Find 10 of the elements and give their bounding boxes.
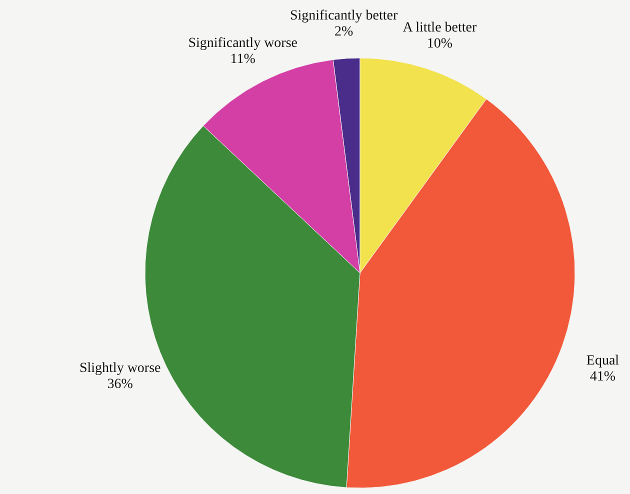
data-label: 36% (107, 376, 134, 392)
data-label: 11% (230, 52, 256, 68)
slice-label: Slightly worse (79, 360, 161, 376)
slice-label: Equal (586, 353, 620, 368)
data-label: 41% (590, 369, 616, 384)
data-label: 10% (426, 36, 453, 52)
slice-label: Significantly worse (188, 36, 298, 52)
slice-label: A little better (402, 20, 477, 36)
data-label: 2% (334, 24, 354, 40)
slice-label: Significantly better (290, 8, 398, 24)
